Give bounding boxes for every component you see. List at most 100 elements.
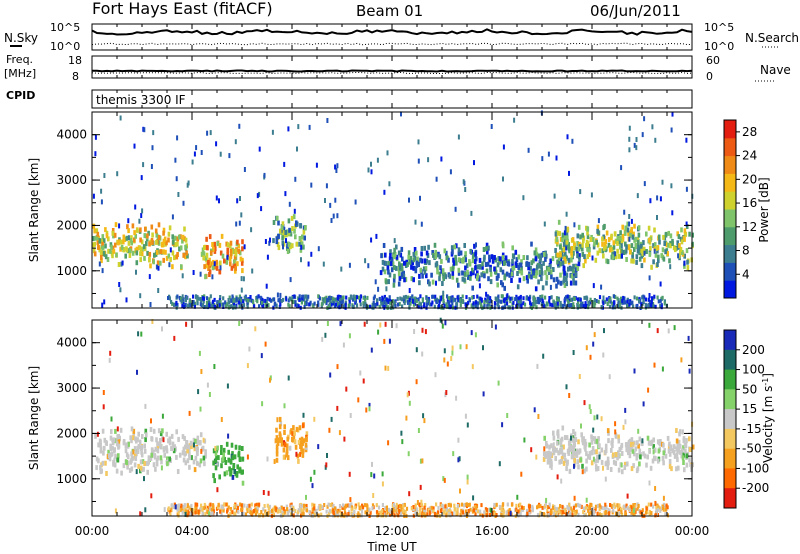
data-cell [167, 438, 170, 444]
data-cell [287, 242, 291, 247]
data-cell [286, 507, 289, 512]
data-cell [519, 502, 522, 507]
data-cell [667, 448, 671, 454]
data-cell [629, 438, 632, 444]
data-cell [196, 301, 199, 306]
data-cell [622, 299, 626, 304]
data-cell [682, 438, 686, 444]
data-cell [102, 450, 105, 456]
data-cell [482, 247, 486, 252]
data-cell [411, 260, 414, 266]
data-cell [183, 509, 186, 513]
data-cell [348, 471, 351, 477]
data-cell [604, 448, 608, 454]
velocity-heatmap [94, 317, 695, 518]
data-cell [283, 430, 286, 435]
data-cell [604, 507, 607, 512]
data-cell [181, 510, 184, 515]
data-cell [437, 303, 441, 308]
data-cell [632, 258, 635, 264]
data-cell [549, 459, 553, 465]
data-cell [129, 435, 132, 441]
data-cell [240, 260, 244, 266]
data-cell [619, 235, 622, 241]
data-cell [476, 273, 480, 279]
data-cell [612, 250, 615, 256]
data-cell [583, 444, 586, 450]
data-cell [543, 221, 546, 227]
data-cell [213, 241, 216, 247]
data-cell [292, 425, 295, 431]
data-cell [332, 511, 335, 515]
data-cell [243, 295, 246, 301]
data-cell [200, 150, 203, 155]
data-cell [632, 463, 635, 469]
data-cell [548, 296, 551, 300]
data-cell [125, 452, 129, 458]
data-cell [429, 302, 432, 307]
data-cell [464, 251, 467, 257]
data-cell [632, 504, 635, 508]
data-cell [101, 460, 105, 466]
data-cell [555, 296, 559, 301]
data-cell [146, 250, 149, 256]
data-cell [516, 271, 519, 276]
data-cell [336, 213, 339, 219]
data-cell [264, 298, 267, 303]
data-cell [653, 227, 656, 233]
data-cell [484, 507, 487, 512]
data-cell [671, 111, 674, 117]
data-cell [604, 443, 608, 449]
data-cell [152, 428, 156, 434]
data-cell [649, 465, 653, 471]
data-cell [608, 511, 611, 516]
data-cell [184, 507, 187, 512]
data-cell [135, 469, 138, 475]
data-cell [494, 324, 497, 330]
data-cell [262, 490, 265, 495]
data-cell [553, 511, 556, 516]
data-cell [628, 449, 631, 455]
data-cell [384, 279, 388, 285]
data-cell [393, 300, 396, 305]
data-cell [458, 257, 461, 263]
data-cell [548, 299, 551, 304]
data-cell [623, 209, 626, 215]
data-cell [95, 465, 98, 471]
data-cell [679, 236, 683, 242]
data-cell [383, 304, 386, 310]
data-cell [220, 445, 223, 450]
data-cell [664, 453, 668, 459]
data-cell [543, 435, 546, 441]
data-cell [571, 512, 574, 517]
data-cell [663, 301, 666, 306]
data-cell [199, 507, 202, 512]
data-cell [621, 298, 624, 303]
data-cell [345, 295, 348, 300]
data-cell [229, 240, 233, 246]
data-cell [577, 512, 580, 517]
data-cell [526, 278, 529, 284]
data-cell [565, 466, 568, 472]
velocity-colorbar-swatch [724, 389, 736, 410]
data-cell [109, 443, 112, 449]
velocity-colorbar-tick-label: 15 [742, 402, 757, 416]
data-cell [116, 426, 119, 432]
data-cell [548, 444, 551, 450]
data-cell [94, 433, 97, 439]
data-cell [331, 296, 334, 301]
data-cell [202, 255, 205, 261]
data-cell [573, 495, 576, 501]
data-cell [477, 509, 480, 514]
data-cell [285, 238, 287, 244]
data-cell [182, 504, 185, 509]
data-cell [635, 259, 638, 265]
data-cell [397, 302, 400, 307]
data-cell [611, 443, 614, 449]
data-cell [110, 244, 113, 250]
data-cell [339, 295, 342, 299]
data-cell [93, 251, 97, 257]
data-cell [600, 416, 603, 422]
data-cell [328, 296, 331, 301]
data-cell [189, 506, 192, 511]
